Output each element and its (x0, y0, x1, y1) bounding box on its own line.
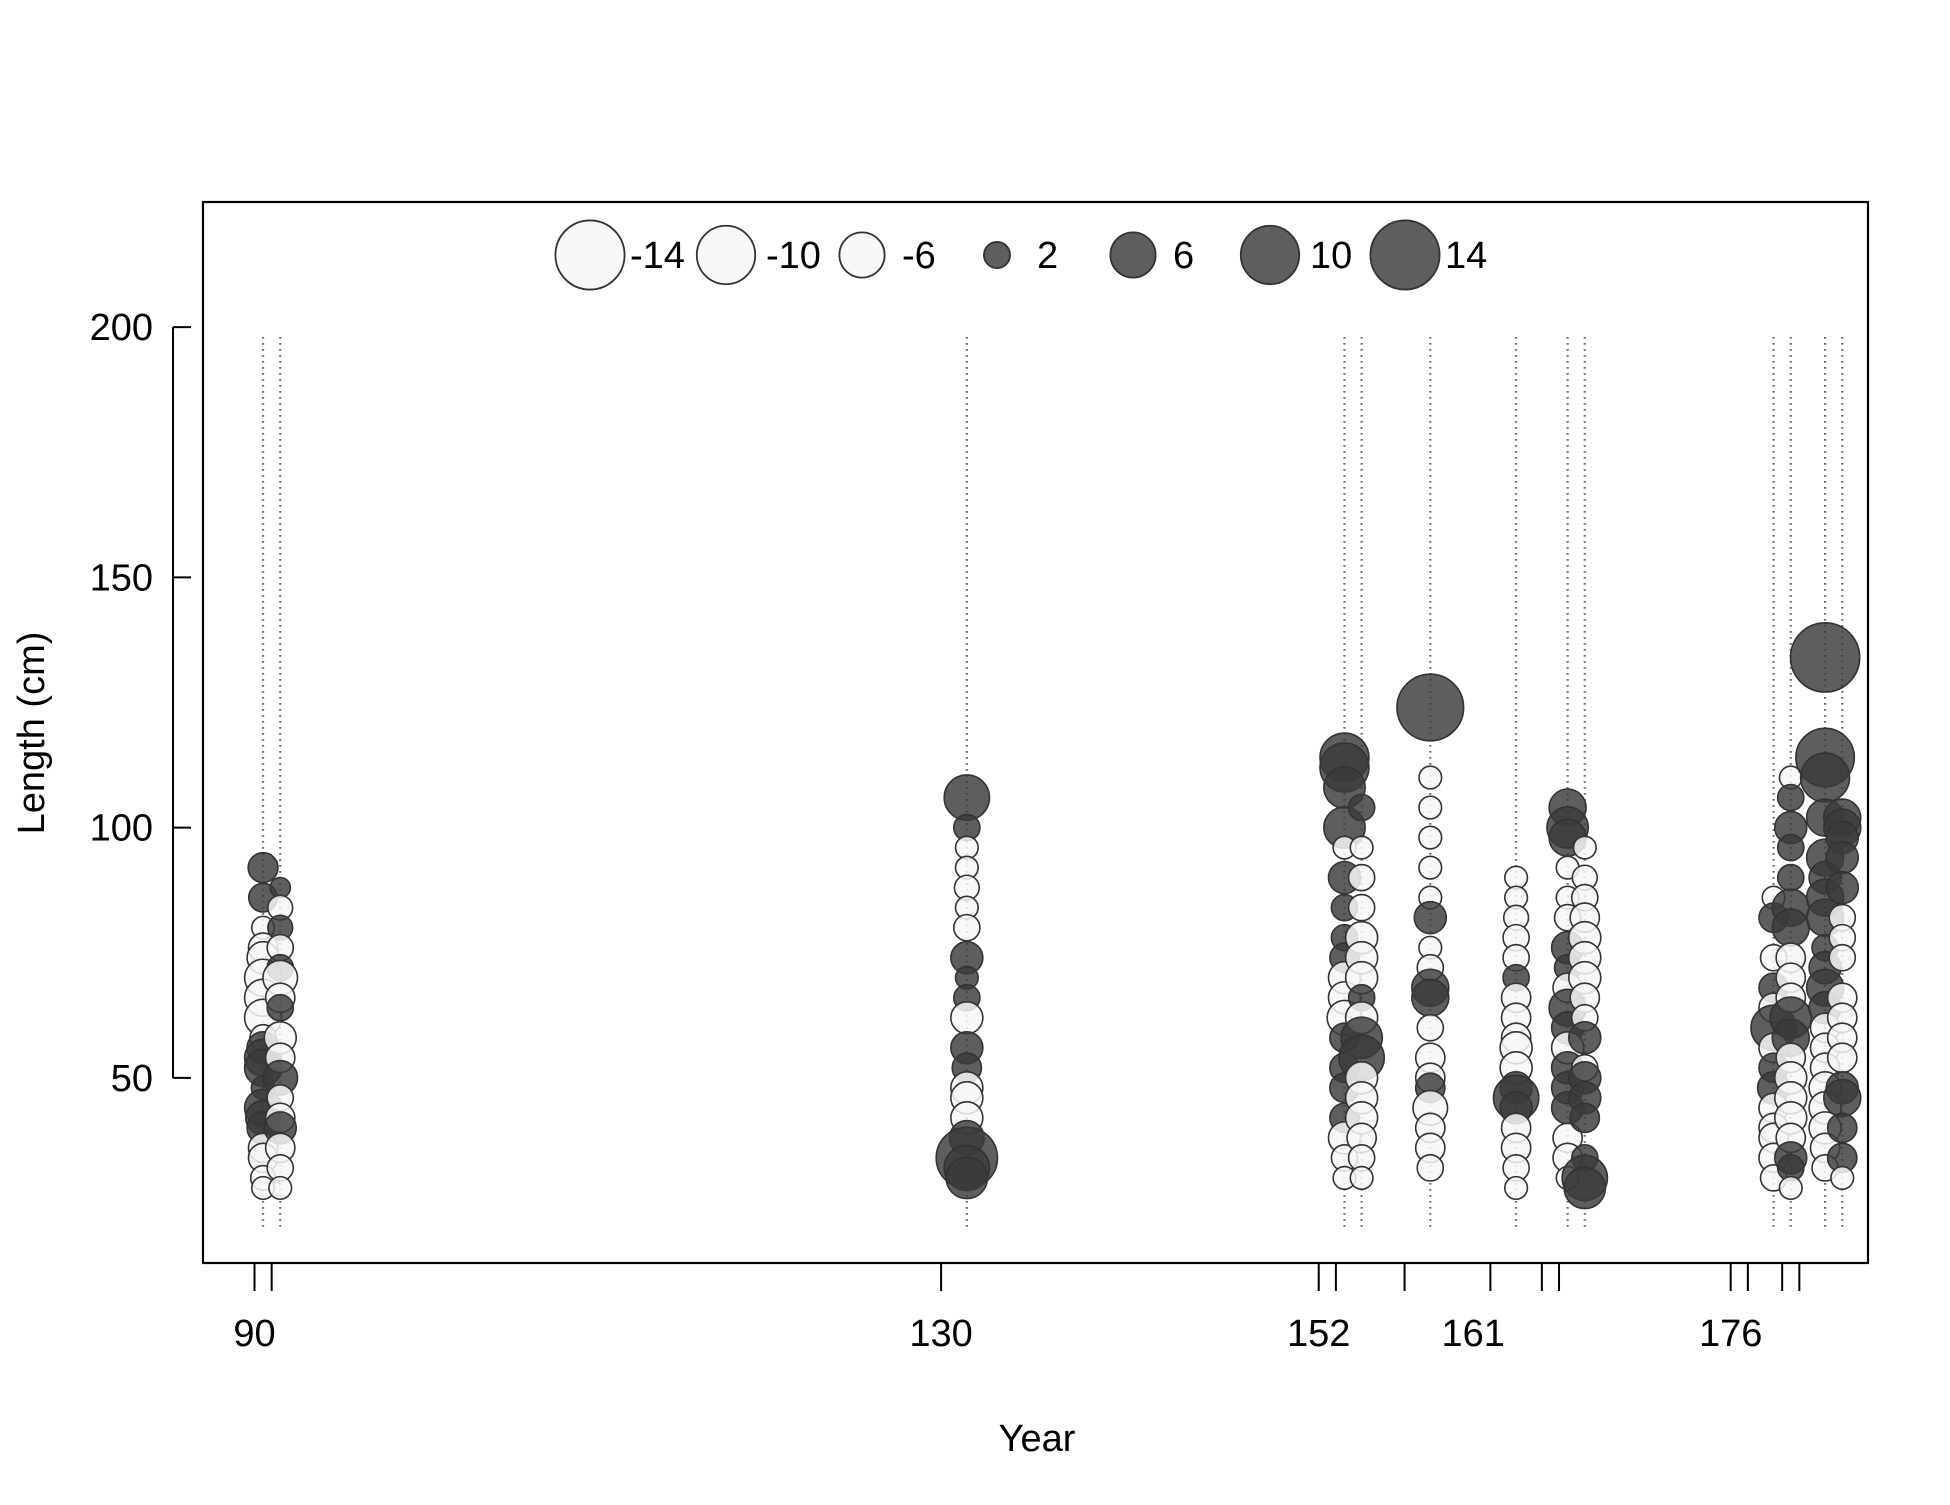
residual-bubble-negative (1778, 1175, 1803, 1201)
residual-bubble-positive (1825, 840, 1860, 875)
residual-bubble-positive (1567, 1020, 1602, 1055)
residual-bubble-negative (1418, 795, 1443, 820)
residual-bubble-positive (1396, 673, 1465, 742)
residual-bubble-negative (952, 913, 981, 942)
residual-bubble-negative (1347, 893, 1376, 922)
legend-label: 10 (1310, 235, 1352, 277)
residual-bubble-negative (1418, 765, 1443, 790)
residual-bubble-positive (1347, 793, 1376, 822)
residual-bubble-positive (1413, 900, 1448, 935)
x-axis-label: Year (999, 1418, 1076, 1460)
residual-bubble-negative (1826, 1042, 1858, 1074)
residual-bubble-positive (1776, 783, 1805, 812)
residual-bubble-positive (1789, 622, 1861, 693)
residual-bubble-positive (1776, 863, 1805, 892)
legend-label: -10 (766, 235, 821, 277)
residual-bubble-negative (1349, 1165, 1374, 1191)
x-tick-label: 176 (1699, 1313, 1762, 1355)
residual-bubble-positive (945, 1156, 989, 1200)
legend-label: 14 (1445, 235, 1487, 277)
bubble-series (243, 622, 1862, 1210)
residual-bubble-positive (1822, 1078, 1862, 1118)
y-tick-label: 50 (111, 1058, 153, 1100)
residual-bubble-negative (1572, 835, 1597, 860)
residual-bubble-negative (1828, 943, 1857, 972)
legend-bubble (838, 231, 886, 279)
residual-bubble-negative (1418, 855, 1443, 880)
legend-label: 2 (1037, 235, 1058, 277)
legend: -14 -10 -6 2 6 10 14 (554, 219, 1487, 291)
legend-bubble (554, 219, 626, 291)
legend-bubble (1239, 224, 1301, 286)
residual-bubble-negative (1349, 835, 1374, 860)
residual-bubble-positive (1771, 908, 1811, 947)
residual-bubble-positive (1569, 1102, 1601, 1134)
x-axis: 90 130 152 161 176 (233, 1263, 1801, 1355)
legend-bubble (1369, 219, 1441, 291)
legend-label: -14 (630, 235, 685, 277)
residual-bubble-negative (1830, 1165, 1855, 1191)
y-tick-label: 100 (90, 808, 153, 850)
residual-bubble-negative (1418, 825, 1443, 850)
x-tick-label: 152 (1287, 1313, 1350, 1355)
residual-bubble-negative (1416, 1154, 1445, 1182)
residual-bubble-negative (1416, 1013, 1445, 1042)
residual-bubble-positive (1411, 978, 1450, 1018)
y-axis: 50 100 150 200 (90, 307, 191, 1100)
residual-bubble-negative (1504, 1175, 1529, 1201)
y-tick-label: 200 (90, 307, 153, 349)
x-tick-label: 161 (1442, 1313, 1505, 1355)
plot-frame (201, 200, 1870, 1265)
residual-bubble-negative (268, 1175, 293, 1201)
legend-bubble (983, 241, 1011, 269)
y-tick-label: 150 (90, 557, 153, 599)
residual-bubble-positive (1563, 1166, 1607, 1210)
residual-bubble-positive (1776, 833, 1805, 862)
y-axis-label: Length (cm) (11, 632, 53, 835)
residual-bubble-positive (943, 774, 991, 821)
residual-bubble-positive (1799, 752, 1851, 803)
legend-label: 6 (1173, 235, 1194, 277)
legend-bubble (1109, 231, 1157, 279)
residual-bubble-negative (950, 1000, 984, 1035)
residual-bubble-positive (266, 993, 295, 1022)
residual-bubble-negative (1347, 863, 1376, 892)
legend-bubble (695, 224, 757, 286)
residual-bubble-positive (247, 851, 279, 884)
legend-label: -6 (902, 235, 936, 277)
residual-bubble-positive (1826, 1112, 1858, 1144)
residual-bubble-positive (1825, 870, 1860, 905)
x-tick-label: 90 (233, 1313, 275, 1355)
x-tick-label: 130 (909, 1313, 972, 1355)
